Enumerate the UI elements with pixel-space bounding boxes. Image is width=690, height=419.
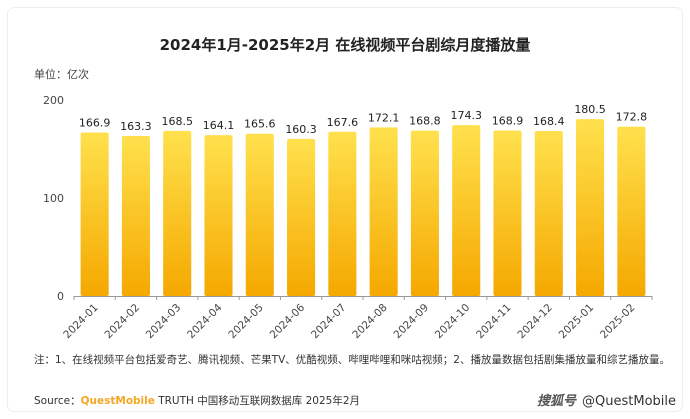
data-label: 172.1	[368, 111, 400, 124]
x-tick-label: 2024-06	[268, 301, 308, 341]
chart-title: 2024年1月-2025年2月 在线视频平台剧综月度播放量	[159, 36, 531, 54]
watermark-text: @QuestMobile	[582, 394, 676, 409]
unit-label: 单位：亿次	[34, 68, 89, 81]
bar	[204, 135, 233, 296]
bar	[617, 126, 646, 296]
data-label: 160.3	[285, 123, 317, 136]
x-tick-label: 2024-10	[433, 302, 473, 342]
data-label: 174.3	[450, 109, 482, 122]
bar	[121, 135, 150, 296]
data-label: 168.5	[161, 115, 193, 128]
source-prefix: Source：	[34, 395, 81, 407]
data-label: 164.1	[203, 119, 235, 132]
bar	[452, 125, 481, 296]
y-tick-label: 0	[57, 290, 64, 303]
data-label: 168.8	[409, 115, 441, 128]
x-tick-label: 2024-03	[144, 302, 184, 342]
bar	[163, 130, 192, 296]
bar	[369, 127, 398, 296]
x-tick-label: 2024-12	[515, 302, 555, 342]
data-label: 165.6	[244, 118, 276, 131]
x-tick-label: 2024-02	[103, 302, 143, 342]
data-label: 168.9	[492, 114, 524, 127]
bar	[328, 131, 357, 296]
data-label: 167.6	[327, 116, 359, 129]
footnote: 注：1、在线视频平台包括爱奇艺、腾讯视频、芒果TV、优酷视频、哔哩哔哩和咪咕视频…	[34, 354, 670, 366]
watermark-logo: 搜狐号	[537, 394, 577, 409]
bar	[576, 119, 605, 296]
x-tick-label: 2024-04	[185, 301, 225, 341]
x-tick-label: 2024-09	[392, 302, 432, 342]
x-tick-label: 2025-02	[598, 302, 638, 342]
bar	[493, 130, 522, 296]
data-label: 168.4	[533, 115, 565, 128]
x-tick-label: 2024-07	[309, 302, 349, 342]
x-tick-label: 2024-08	[350, 302, 390, 342]
x-tick-label: 2024-11	[474, 302, 514, 342]
y-tick-label: 200	[43, 94, 64, 107]
x-tick-label: 2025-01	[557, 302, 597, 342]
bar	[534, 130, 563, 296]
watermark: 搜狐号 @QuestMobile	[537, 390, 676, 409]
bar	[80, 132, 109, 296]
data-label: 172.8	[616, 111, 648, 124]
source-line: Source：QuestMobile TRUTH 中国移动互联网数据库 2025…	[34, 393, 360, 408]
x-tick-label: 2024-01	[61, 302, 101, 342]
data-label: 166.9	[79, 116, 111, 129]
bar	[245, 133, 274, 296]
y-tick-label: 100	[43, 192, 64, 205]
data-label: 163.3	[120, 120, 152, 133]
bar	[410, 130, 439, 296]
bar	[287, 138, 316, 296]
source-brand: QuestMobile	[80, 395, 155, 407]
source-rest: TRUTH 中国移动互联网数据库 2025年2月	[158, 395, 360, 407]
x-tick-label: 2024-05	[226, 302, 266, 342]
data-label: 180.5	[574, 103, 606, 116]
